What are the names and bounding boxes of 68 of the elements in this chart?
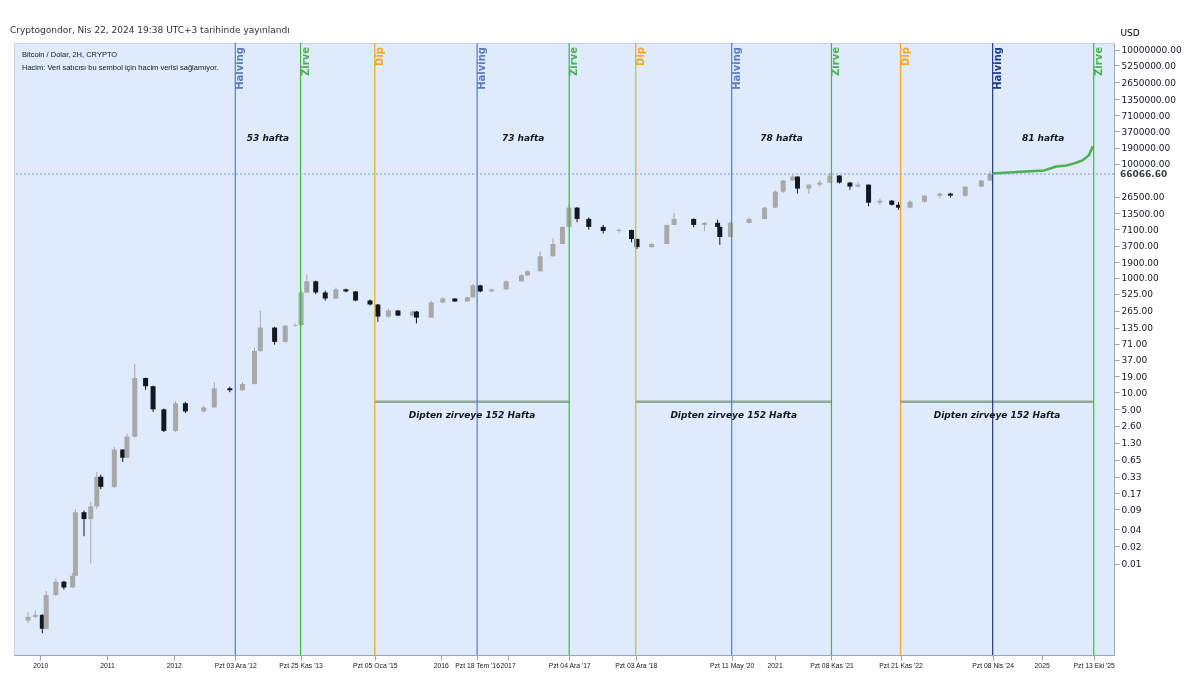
y-tick-label: 265.00 — [1121, 306, 1154, 317]
y-tick-label: 0.01 — [1121, 559, 1142, 570]
ref-line-label: Halving — [476, 47, 488, 90]
candlestick — [88, 501, 94, 565]
y-tick-label: 13500.00 — [1121, 208, 1165, 219]
candlestick — [550, 238, 556, 258]
y-tick-label: 710000.00 — [1121, 110, 1171, 121]
candlestick — [671, 212, 677, 226]
y-tick-label: 2.60 — [1121, 421, 1142, 432]
candlestick — [717, 225, 723, 246]
y-tick-label: 0.02 — [1121, 541, 1142, 552]
y-tick-label: 10.00 — [1121, 387, 1148, 398]
y-tick-label: 5.00 — [1121, 404, 1142, 415]
y-tick-label: 0.17 — [1121, 488, 1142, 499]
candlestick — [292, 322, 298, 328]
y-tick-label: 0.04 — [1121, 524, 1142, 535]
y-tick-label: 19.00 — [1121, 371, 1148, 382]
candlestick — [847, 181, 853, 191]
y-tick-label: 0.09 — [1121, 504, 1142, 515]
candlestick — [161, 407, 167, 433]
candlestick — [866, 183, 872, 207]
ref-line-label: Zirve — [568, 46, 580, 76]
y-tick-label: 5250000.00 — [1121, 60, 1177, 71]
text: Cryptogondor, Nis 22, 2024 19:38 UTC+3 tarihinde yayınlandı — [10, 25, 290, 35]
y-tick-label: 1000.00 — [1121, 273, 1159, 284]
annotation: 73 hafta — [501, 132, 545, 143]
y-tick-label: 135.00 — [1121, 323, 1154, 334]
y-tick-label: 2650000.00 — [1121, 77, 1177, 88]
annotation: 78 hafta — [760, 132, 803, 143]
ref-line-label: Dip — [899, 47, 911, 66]
candlestick — [81, 509, 87, 537]
y-axis-title: USD — [1120, 27, 1140, 38]
ref-line-label: Halving — [991, 47, 1003, 90]
annotation: Dipten zirveye 152 Hafta — [408, 409, 536, 420]
y-tick-label: 1900.00 — [1121, 257, 1159, 268]
ref-line-label: Dip — [634, 47, 646, 66]
ref-line-label: Zirve — [1092, 46, 1104, 76]
y-tick-label: 370000.00 — [1121, 126, 1171, 137]
y-tick-label: 3700.00 — [1121, 241, 1159, 251]
y-tick-label: 0.33 — [1121, 472, 1142, 483]
y-tick-label: 1350000.00 — [1121, 94, 1177, 105]
candlestick — [211, 381, 217, 409]
candlestick — [304, 273, 310, 294]
candlestick — [150, 385, 156, 413]
ref-line-label: Zirve — [299, 46, 311, 76]
y-tick-label: 1.30 — [1121, 438, 1142, 449]
y-tick-label: 71.00 — [1121, 339, 1148, 350]
y-tick-label: 26500.00 — [1121, 192, 1165, 203]
y-tick-label: 37.00 — [1121, 355, 1148, 366]
y-tick-label: 100000.00 — [1121, 159, 1171, 170]
candlestick — [855, 181, 861, 189]
y-tick-label: 190000.00 — [1121, 143, 1171, 154]
y-tick-label: 0.65 — [1121, 455, 1142, 466]
candlestick — [25, 611, 31, 624]
candlestick — [537, 251, 543, 273]
y-tick-label: 10000000.00 — [1121, 45, 1182, 56]
ref-line-label: Halving — [234, 47, 246, 90]
annotation: 53 hafta — [246, 132, 290, 143]
candlestick — [616, 227, 622, 234]
annotation: 81 hafta — [1021, 132, 1065, 143]
candlestick — [877, 198, 883, 206]
ref-line-label: 66066.60 — [1120, 169, 1168, 180]
candlestick — [257, 310, 263, 353]
ref-line-label: Dip — [373, 47, 385, 66]
y-tick-label: 7100.00 — [1121, 224, 1159, 235]
ref-line-label: Halving — [730, 47, 742, 90]
y-tick-label: 525.00 — [1121, 289, 1154, 300]
candlestick — [124, 432, 130, 459]
